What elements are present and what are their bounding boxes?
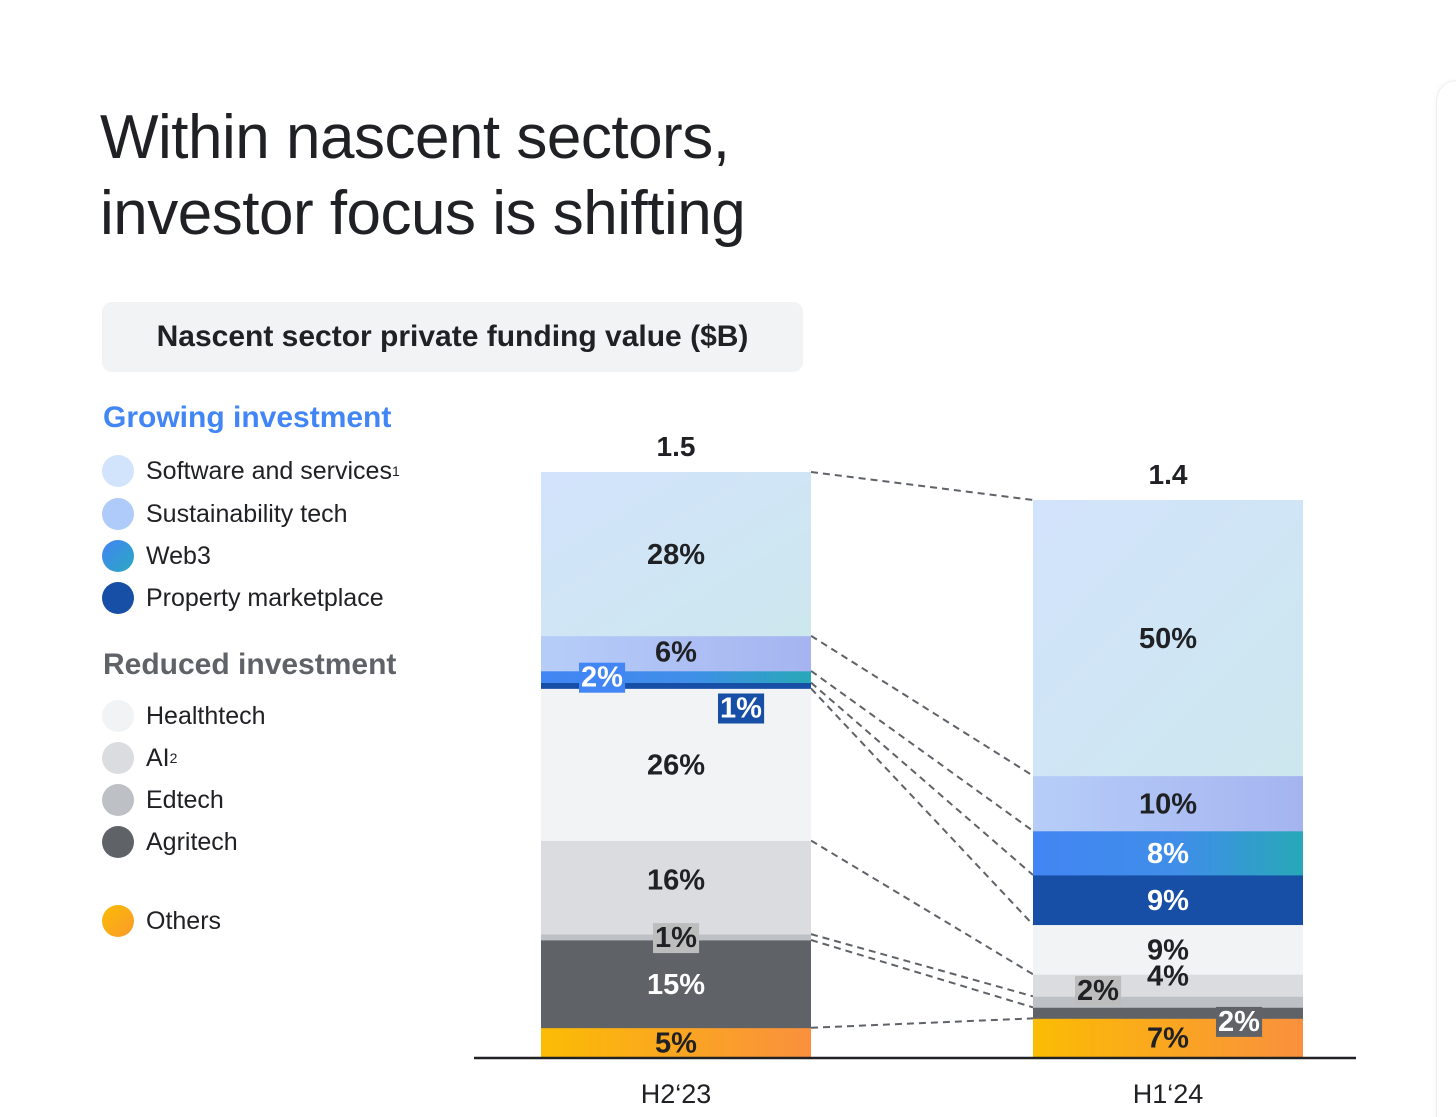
legend-label-software: Software and services xyxy=(146,456,392,485)
legend-label-property: Property marketplace xyxy=(146,583,384,612)
legend-label-sustainability: Sustainability tech xyxy=(146,499,348,528)
bar-segment-property-1 xyxy=(541,682,811,689)
segment-label-agritech-2: 2% xyxy=(1218,1006,1260,1038)
legend-item-software: Software and services 1 xyxy=(102,454,400,488)
legend-swatch-agritech xyxy=(102,826,134,858)
bars xyxy=(541,472,1303,1058)
segment-label-sustainability-2: 10% xyxy=(1139,788,1197,820)
segment-label-ai-1: 16% xyxy=(647,864,705,896)
legend-item-healthtech: Healthtech xyxy=(102,699,266,733)
segment-label-ai-2: 4% xyxy=(1147,960,1189,992)
segment-label-web3-2: 8% xyxy=(1147,838,1189,870)
legend-swatch-others xyxy=(102,905,134,937)
connector-lines xyxy=(810,471,1034,1029)
legend-swatch-software xyxy=(102,455,134,487)
segment-label-healthtech-2: 9% xyxy=(1147,935,1189,967)
legend-label-ai: AI xyxy=(146,743,170,772)
legend-item-others: Others xyxy=(102,904,221,938)
connector-web3 xyxy=(810,670,1034,832)
legend-swatch-healthtech xyxy=(102,700,134,732)
segment-label-box-property-1 xyxy=(718,693,765,724)
legend-swatch-web3 xyxy=(102,540,134,572)
bar-segment-healthtech-1 xyxy=(541,688,811,841)
segment-label-others-1: 5% xyxy=(655,1027,697,1059)
category-label-1: H2‘23 xyxy=(641,1079,712,1109)
legend-swatch-property xyxy=(102,582,134,614)
legend-item-ai: AI 2 xyxy=(102,741,177,775)
bar-total-2: 1.4 xyxy=(1149,459,1188,490)
legend-item-agritech: Agritech xyxy=(102,825,238,859)
legend-item-property: Property marketplace xyxy=(102,581,384,615)
segment-label-healthtech-1: 26% xyxy=(647,750,705,782)
segment-label-software-2: 50% xyxy=(1139,623,1197,655)
legend-label-edtech: Edtech xyxy=(146,785,224,814)
bar-segment-agritech-1 xyxy=(541,940,811,1029)
bar-segment-web3-2 xyxy=(1033,830,1303,876)
connector-ai xyxy=(810,839,1034,976)
segment-label-edtech-1: 1% xyxy=(655,922,697,954)
segment-label-agritech-1: 15% xyxy=(647,969,705,1001)
legend-swatch-edtech xyxy=(102,784,134,816)
segment-label-web3-1: 2% xyxy=(581,662,623,694)
title-line-1: Within nascent sectors, xyxy=(100,103,730,172)
legend-item-edtech: Edtech xyxy=(102,783,224,817)
connector-property xyxy=(810,681,1034,876)
connector-healthtech xyxy=(810,687,1034,926)
segment-label-sustainability-1: 6% xyxy=(655,636,697,668)
legend-label-others: Others xyxy=(146,906,222,935)
bar-segment-others-1 xyxy=(541,1027,811,1058)
bar-segment-software-2 xyxy=(1033,500,1303,777)
legend-item-sustainability: Sustainability tech xyxy=(102,497,348,531)
segment-label-box-edtech-2 xyxy=(1075,975,1122,1006)
bar-segment-healthtech-2 xyxy=(1033,924,1303,975)
segment-label-property-1: 1% xyxy=(720,693,762,725)
legend-swatch-sustainability xyxy=(102,498,134,530)
segment-labels: 1.5 H2‘23 1.4 H1‘24 5% 15% 1% 16% 26% 1% 2% 6% 28% 7%… xyxy=(579,431,1263,1109)
segment-label-property-2: 9% xyxy=(1147,885,1189,917)
segment-label-box-edtech-1 xyxy=(653,923,700,954)
legend-heading-reduced: Reduced investment xyxy=(103,648,397,681)
connector-software xyxy=(810,471,1034,501)
segment-label-software-1: 28% xyxy=(647,539,705,571)
bar-segment-ai-1 xyxy=(541,840,811,935)
legend-label-web3: Web3 xyxy=(146,541,211,570)
bar-segment-sustainability-2 xyxy=(1033,775,1303,832)
page-title: Within nascent sectors, investor focus i… xyxy=(100,100,746,252)
bar-segment-edtech-2 xyxy=(1033,996,1303,1008)
legend-item-web3: Web3 xyxy=(102,539,211,573)
legend-label-agritech: Agritech xyxy=(146,827,238,856)
bar-total-1: 1.5 xyxy=(657,431,696,462)
category-label-2: H1‘24 xyxy=(1133,1079,1204,1109)
legend-heading-growing: Growing investment xyxy=(103,401,392,434)
connector-others xyxy=(810,1017,1034,1029)
connector-agritech xyxy=(810,939,1034,1009)
bar-segment-property-2 xyxy=(1033,875,1303,926)
bar-segment-software-1 xyxy=(541,472,811,637)
segment-label-box-web3-1 xyxy=(579,662,626,693)
bar-segment-agritech-2 xyxy=(1033,1007,1303,1019)
connector-sustainability xyxy=(810,634,1034,777)
connector-edtech xyxy=(810,933,1034,998)
segment-label-box-agritech-2 xyxy=(1216,1006,1263,1037)
legend-label-healthtech: Healthtech xyxy=(146,701,266,730)
segment-label-others-2: 7% xyxy=(1147,1023,1189,1055)
title-line-2: investor focus is shifting xyxy=(100,179,746,248)
chart-subtitle: Nascent sector private funding value ($B… xyxy=(102,302,803,372)
legend-swatch-ai xyxy=(102,742,134,774)
segment-label-edtech-2: 2% xyxy=(1077,975,1119,1007)
